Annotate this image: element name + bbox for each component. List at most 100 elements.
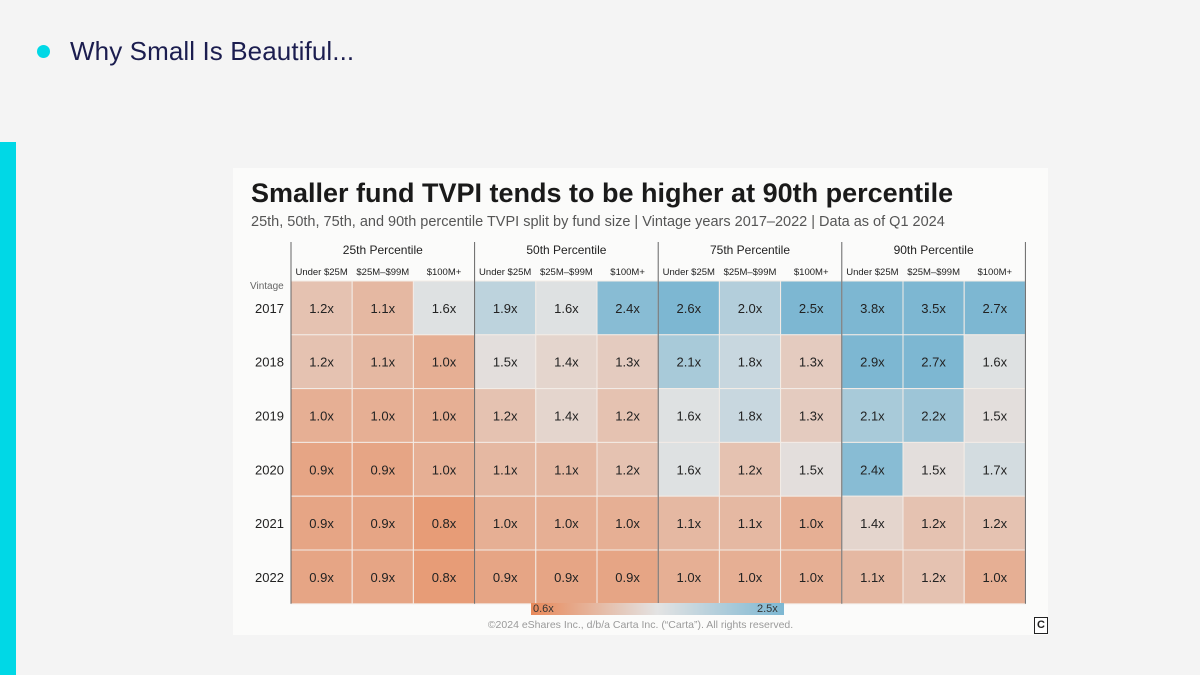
bullet-dot-icon <box>37 45 50 58</box>
heatmap-cell <box>780 495 843 551</box>
cell-value-label: 1.2x <box>615 462 640 477</box>
cell-value-label: 2.6x <box>677 301 702 316</box>
heatmap-cell <box>596 388 659 443</box>
slide-header: Why Small Is Beautiful... <box>37 36 354 67</box>
slide-title: Why Small Is Beautiful... <box>70 36 355 66</box>
cell-value-label: 1.0x <box>799 516 824 531</box>
cell-value-label: 1.0x <box>799 570 824 585</box>
row-label: 2022 <box>255 570 284 585</box>
heatmap-cell <box>841 388 904 443</box>
cell-value-label: 1.0x <box>677 570 702 585</box>
cell-value-label: 1.2x <box>921 570 946 585</box>
heatmap-cell <box>780 549 843 605</box>
cell-value-label: 1.3x <box>799 409 824 424</box>
row-label: 2021 <box>255 516 284 531</box>
cell-value-label: 1.0x <box>493 516 518 531</box>
copyright-notice: ©2024 eShares Inc., d/b/a Carta Inc. (“C… <box>487 619 794 631</box>
heatmap-cell <box>718 441 782 497</box>
row-axis-label: Vintage <box>250 281 284 292</box>
cell-value-label: 1.2x <box>921 516 946 531</box>
cell-value-label: 0.9x <box>309 570 334 585</box>
cell-value-label: 1.7x <box>983 462 1008 477</box>
heatmap-cell <box>902 334 965 390</box>
cell-value-label: 1.1x <box>677 516 702 531</box>
group-header-label: 75th Percentile <box>710 243 790 257</box>
heatmap-cell <box>902 495 965 551</box>
chart-subtitle: 25th, 50th, 75th, and 90th percentile TV… <box>251 214 945 230</box>
heatmap-cell <box>290 388 353 443</box>
cell-value-label: 1.4x <box>860 516 885 531</box>
column-header-label: $100M+ <box>977 267 1012 278</box>
heatmap-cell <box>351 495 414 551</box>
heatmap-cell <box>963 495 1026 551</box>
cell-value-label: 1.0x <box>983 570 1008 585</box>
heatmap-cell <box>535 441 598 497</box>
heatmap-cell <box>657 549 720 605</box>
cell-value-label: 2.9x <box>860 355 885 370</box>
chart-title: Smaller fund TVPI tends to be higher at … <box>251 178 954 208</box>
cell-value-label: 1.1x <box>371 301 396 316</box>
column-header-label: Under $25M <box>295 267 347 278</box>
heatmap-cell <box>351 388 414 443</box>
legend-min-label: 0.6x <box>533 603 554 615</box>
heatmap-cell <box>412 388 476 443</box>
column-header-label: $100M+ <box>794 267 829 278</box>
cell-value-label: 1.2x <box>738 462 763 477</box>
cell-value-label: 1.0x <box>432 355 457 370</box>
heatmap-cell <box>535 388 598 443</box>
cell-value-label: 3.5x <box>921 301 946 316</box>
cell-value-label: 0.9x <box>615 570 640 585</box>
cell-value-label: 1.4x <box>554 355 579 370</box>
column-header-label: Under $25M <box>479 267 531 278</box>
slide-accent-bar <box>0 142 16 675</box>
cell-value-label: 1.2x <box>309 301 334 316</box>
cell-value-label: 1.3x <box>615 355 640 370</box>
heatmap-cell <box>290 280 353 336</box>
heatmap-cell <box>474 441 537 497</box>
cell-value-label: 1.0x <box>432 409 457 424</box>
cell-value-label: 0.9x <box>371 516 396 531</box>
cell-value-label: 0.9x <box>493 570 518 585</box>
heatmap-cell <box>535 495 598 551</box>
heatmap-cell <box>351 549 414 605</box>
cell-value-label: 1.2x <box>493 409 518 424</box>
heatmap-cell <box>535 280 598 336</box>
column-header-label: Under $25M <box>846 267 898 278</box>
cell-value-label: 1.3x <box>799 355 824 370</box>
cell-value-label: 1.1x <box>493 462 518 477</box>
column-header-label: Under $25M <box>663 267 715 278</box>
cell-value-label: 1.8x <box>738 355 763 370</box>
heatmap-cell <box>474 280 537 336</box>
column-header-label: $25M–$99M <box>540 267 593 278</box>
column-header-label: $25M–$99M <box>724 267 777 278</box>
group-header-label: 90th Percentile <box>894 243 974 257</box>
cell-value-label: 1.6x <box>432 301 457 316</box>
cell-value-label: 0.9x <box>371 570 396 585</box>
cell-value-label: 1.1x <box>860 570 885 585</box>
heatmap-cell <box>780 441 843 497</box>
heatmap-chart: 1.2x 1.1x 1.6x 1.2x 1.1x 1.0x 1.0x 1.0x 1.0x 0.9x… <box>250 242 1026 605</box>
cell-value-label: 1.2x <box>615 409 640 424</box>
cell-value-label: 1.0x <box>615 516 640 531</box>
heatmap-cell <box>412 441 476 497</box>
cell-value-label: 1.4x <box>554 409 579 424</box>
heatmap-cell <box>535 549 598 605</box>
carta-logo-icon: C <box>1034 617 1048 634</box>
cell-value-label: 2.0x <box>738 301 763 316</box>
column-header-label: $100M+ <box>610 267 645 278</box>
cell-value-label: 1.6x <box>677 462 702 477</box>
row-label: 2019 <box>255 409 284 424</box>
group-header-label: 50th Percentile <box>526 243 606 257</box>
row-label: 2018 <box>255 355 284 370</box>
cell-value-label: 2.5x <box>799 301 824 316</box>
cell-value-label: 1.0x <box>738 570 763 585</box>
heatmap-cell <box>412 549 476 605</box>
row-label: 2020 <box>255 462 284 477</box>
cell-value-label: 2.1x <box>860 409 885 424</box>
cell-value-label: 1.0x <box>371 409 396 424</box>
cell-value-label: 1.5x <box>493 355 518 370</box>
cell-value-label: 2.7x <box>983 301 1008 316</box>
chart-card: Smaller fund TVPI tends to be higher at … <box>233 168 1048 635</box>
heatmap-cell <box>474 549 537 605</box>
row-label: 2017 <box>255 301 284 316</box>
